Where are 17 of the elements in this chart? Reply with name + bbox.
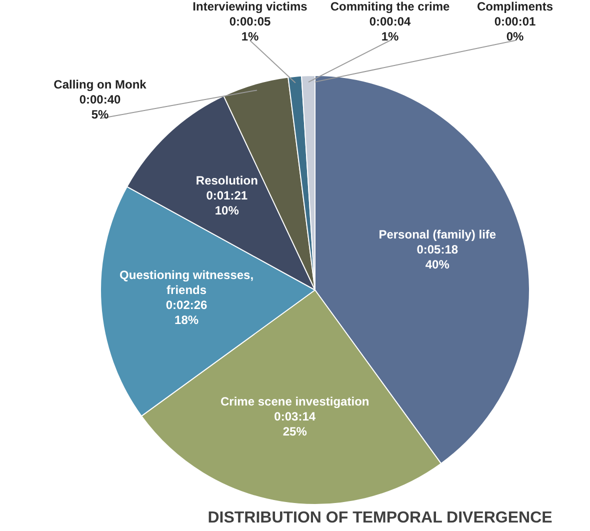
slice-label: Questioning witnesses, friends	[120, 268, 254, 297]
slice-label: Personal (family) life	[378, 228, 496, 242]
slice-label: Resolution	[196, 173, 258, 188]
text: 0:00:01 0%	[494, 14, 536, 44]
data-label: 0:00:04 1%	[369, 14, 411, 44]
data-label: 0:02:26 18%	[166, 298, 208, 327]
slice-label: Calling on Monk	[54, 77, 147, 92]
data-label: 0:05:18 40%	[416, 242, 458, 272]
slice-label: Interviewing victims	[192, 0, 308, 14]
data-label: 0:03:14 25%	[274, 409, 316, 438]
category-label: Compliments	[476, 0, 554, 14]
slice-label: Commiting the crime	[330, 0, 450, 14]
data-label: 0:01:21 10%	[206, 188, 248, 218]
text: DISTRIBUTION OF TEMPORAL DIVERGENCE	[208, 509, 553, 526]
data-label: 0:00:05 1%	[229, 14, 271, 44]
slice-label: Crime scene investigation	[220, 394, 370, 408]
data-label: 0:00:40 5%	[79, 92, 121, 122]
